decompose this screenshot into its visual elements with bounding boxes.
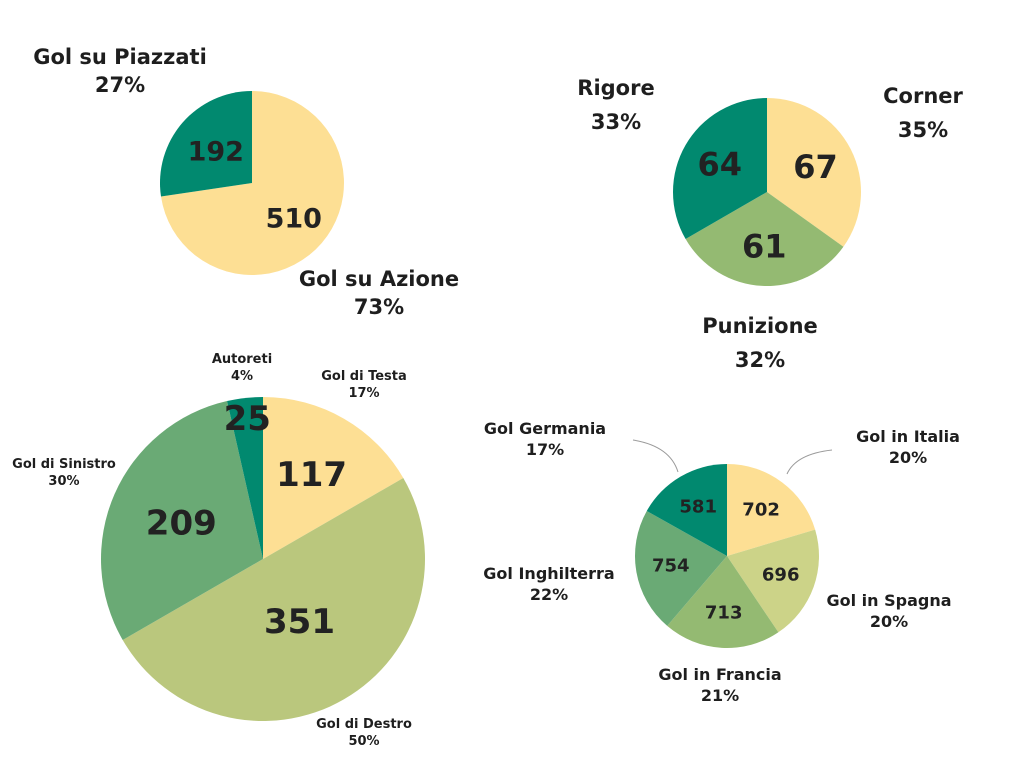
leader-line-gol-in-italia — [786, 449, 833, 475]
slice-label-name: Rigore — [577, 76, 655, 100]
slice-label-name: Punizione — [702, 314, 818, 338]
slice-label-gol-di-testa: Gol di Testa 17% — [321, 368, 407, 402]
pie-value-label-gol-di-destro: 351 — [264, 602, 335, 642]
pie-slice-gol-in-francia — [667, 556, 779, 648]
slice-label-percent: 33% — [590, 109, 642, 134]
pie-slice-punizione — [685, 192, 844, 287]
slice-label-percent: 21% — [700, 686, 740, 706]
slice-label-percent: 73% — [353, 294, 405, 319]
slice-label-name: Gol Germania — [483, 419, 607, 438]
slice-label-name: Gol di Sinistro — [12, 457, 116, 472]
pie-value-label-corner: 67 — [793, 148, 838, 186]
slice-label-name: Gol in Italia — [856, 427, 960, 446]
pie-chart-2: 67 61 64 — [672, 98, 862, 287]
pie-slice-gol-su-piazzati — [159, 91, 252, 197]
pie-value-label-gol-di-sinistro: 209 — [146, 503, 217, 543]
pie-value-label-gol-su-piazzati: 192 — [188, 136, 244, 167]
slice-label-punizione: Punizione 32% — [702, 310, 818, 377]
pie-value-label-autoreti: 25 — [224, 399, 271, 439]
pie-value-label-gol-in-spagna: 696 — [762, 565, 800, 586]
pie-slice-gol-di-sinistro — [100, 401, 263, 640]
slice-label-name: Autoreti — [211, 352, 273, 367]
slice-label-name: Gol in Spagna — [826, 591, 952, 610]
slice-label-gol-di-sinistro: Gol di Sinistro 30% — [12, 456, 116, 490]
pie-chart-3: 117 351 209 25 — [100, 397, 426, 722]
leader-line-gol-germania — [632, 439, 679, 473]
slice-label-percent: 50% — [348, 734, 380, 750]
pie-value-label-gol-su-azione: 510 — [266, 204, 322, 235]
slice-label-name: Gol su Azione — [298, 267, 460, 291]
pie-value-label-gol-in-francia: 713 — [705, 602, 743, 623]
pie-value-label-gol-in-italia: 702 — [742, 500, 780, 521]
slice-label-gol-su-piazzati: Gol su Piazzati 27% — [33, 44, 207, 99]
slice-label-name: Gol Inghilterra — [483, 564, 615, 583]
pie-value-label-gol-di-testa: 117 — [276, 455, 347, 495]
slice-label-name: Gol di Testa — [321, 369, 407, 384]
slice-label-autoreti: Autoreti 4% — [212, 351, 272, 385]
slice-label-gol-in-italia: Gol in Italia 20% — [856, 426, 960, 468]
pie-value-label-punizione: 61 — [742, 228, 787, 266]
pie-slice-gol-di-testa — [263, 397, 404, 559]
slice-label-corner: Corner 35% — [883, 80, 963, 147]
pie-chart-1: 510 192 — [159, 91, 344, 275]
slice-label-gol-inghilterra: Gol Inghilterra 22% — [483, 563, 614, 605]
slice-label-percent: 32% — [734, 347, 786, 372]
slice-label-percent: 30% — [48, 474, 80, 490]
pie-chart-4: 702 696 713 754 581 — [634, 463, 820, 648]
pie-value-label-rigore: 64 — [698, 146, 743, 184]
slice-label-percent: 35% — [897, 117, 949, 142]
slice-label-gol-di-destro: Gol di Destro 50% — [316, 716, 412, 750]
slice-label-name: Gol su Piazzati — [33, 45, 207, 69]
slice-label-gol-su-azione: Gol su Azione 73% — [299, 266, 459, 321]
slice-label-gol-germania: Gol Germania 17% — [484, 418, 606, 460]
slice-label-percent: 4% — [230, 369, 254, 385]
pie-slice-gol-su-azione — [161, 91, 344, 275]
pie-slice-gol-in-italia — [727, 464, 816, 556]
slice-label-percent: 27% — [94, 72, 146, 97]
pie-slice-corner — [767, 98, 862, 247]
pie-slice-gol-di-destro — [122, 478, 426, 722]
slice-label-percent: 22% — [529, 585, 569, 605]
slice-label-gol-in-francia: Gol in Francia 21% — [658, 664, 781, 706]
slice-label-name: Gol in Francia — [658, 665, 782, 684]
pie-slice-gol-inghilterra — [634, 510, 727, 626]
slice-label-percent: 20% — [869, 612, 909, 632]
slice-label-percent: 17% — [348, 386, 380, 402]
pie-slice-gol-germania — [646, 463, 727, 556]
pie-slice-autoreti — [227, 397, 263, 559]
pie-value-label-gol-germania: 581 — [679, 496, 717, 517]
pie-slice-rigore — [672, 98, 767, 239]
pie-value-label-gol-inghilterra: 754 — [652, 556, 690, 577]
slice-label-percent: 17% — [525, 440, 565, 460]
pie-slice-gol-in-spagna — [727, 529, 820, 633]
slice-label-name: Corner — [883, 84, 963, 108]
slice-label-percent: 20% — [888, 448, 928, 468]
slice-label-rigore: Rigore 33% — [577, 72, 654, 139]
slice-label-name: Gol di Destro — [316, 717, 412, 732]
slice-label-gol-in-spagna: Gol in Spagna 20% — [826, 590, 951, 632]
